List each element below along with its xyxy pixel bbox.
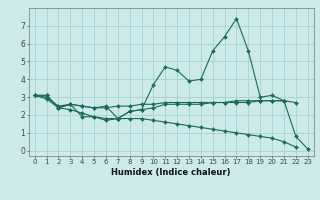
X-axis label: Humidex (Indice chaleur): Humidex (Indice chaleur)	[111, 168, 231, 177]
